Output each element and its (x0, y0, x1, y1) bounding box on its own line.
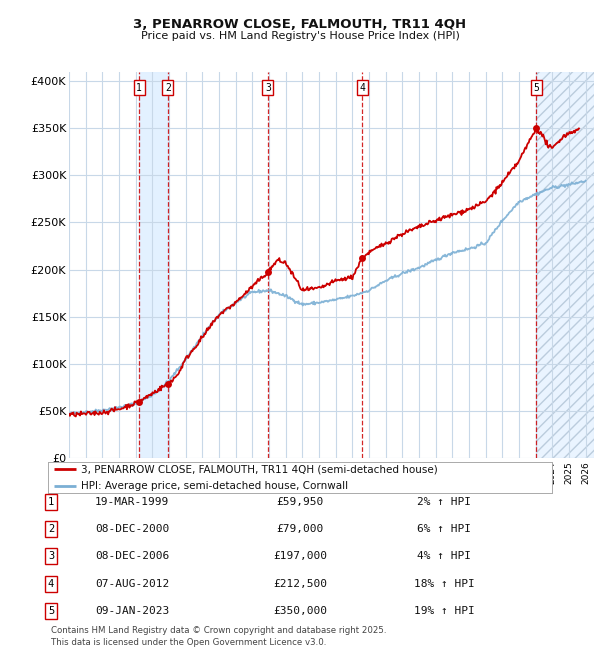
Text: 5: 5 (48, 606, 54, 616)
Text: £79,000: £79,000 (277, 524, 323, 534)
Bar (536, 72, 594, 458)
Text: 2: 2 (165, 83, 171, 92)
Text: HPI: Average price, semi-detached house, Cornwall: HPI: Average price, semi-detached house,… (81, 481, 348, 491)
Text: £197,000: £197,000 (273, 551, 327, 562)
Text: 1: 1 (136, 83, 142, 92)
Text: 08-DEC-2000: 08-DEC-2000 (95, 524, 169, 534)
Text: 4% ↑ HPI: 4% ↑ HPI (417, 551, 471, 562)
Text: 5: 5 (533, 83, 539, 92)
Bar (536, 72, 594, 458)
Text: 3: 3 (48, 551, 54, 562)
Text: 3, PENARROW CLOSE, FALMOUTH, TR11 4QH: 3, PENARROW CLOSE, FALMOUTH, TR11 4QH (133, 18, 467, 31)
Bar (139, 72, 168, 458)
Text: 18% ↑ HPI: 18% ↑ HPI (413, 578, 475, 589)
Text: 6% ↑ HPI: 6% ↑ HPI (417, 524, 471, 534)
Text: 2: 2 (48, 524, 54, 534)
Text: 1: 1 (48, 497, 54, 507)
Text: 4: 4 (359, 83, 365, 92)
Text: 19-MAR-1999: 19-MAR-1999 (95, 497, 169, 507)
Text: 08-DEC-2006: 08-DEC-2006 (95, 551, 169, 562)
Text: 3: 3 (265, 83, 271, 92)
Text: 3, PENARROW CLOSE, FALMOUTH, TR11 4QH (semi-detached house): 3, PENARROW CLOSE, FALMOUTH, TR11 4QH (s… (81, 464, 437, 474)
Text: £59,950: £59,950 (277, 497, 323, 507)
Text: £350,000: £350,000 (273, 606, 327, 616)
Text: 2% ↑ HPI: 2% ↑ HPI (417, 497, 471, 507)
Text: 09-JAN-2023: 09-JAN-2023 (95, 606, 169, 616)
Text: Price paid vs. HM Land Registry's House Price Index (HPI): Price paid vs. HM Land Registry's House … (140, 31, 460, 41)
Text: 4: 4 (48, 578, 54, 589)
Text: £212,500: £212,500 (273, 578, 327, 589)
Text: Contains HM Land Registry data © Crown copyright and database right 2025.
This d: Contains HM Land Registry data © Crown c… (51, 626, 386, 647)
Text: 07-AUG-2012: 07-AUG-2012 (95, 578, 169, 589)
Text: 19% ↑ HPI: 19% ↑ HPI (413, 606, 475, 616)
